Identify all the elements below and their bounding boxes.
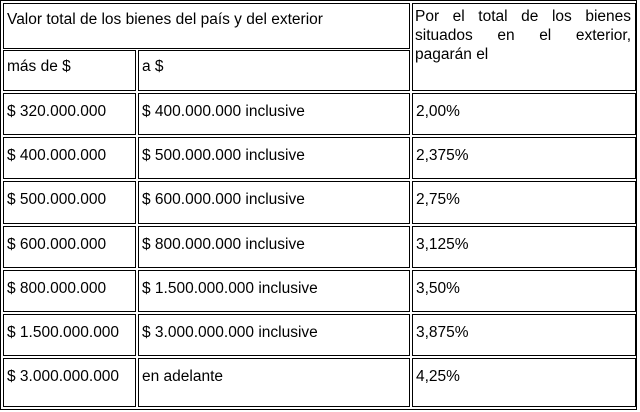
table-row-to: $ 400.000.000 inclusive [138, 93, 410, 135]
table-row-rate: 4,25% [412, 358, 636, 407]
rate-value: 2,375% [416, 147, 469, 164]
from-value: $ 500.000.000 [7, 191, 107, 208]
from-value: $ 800.000.000 [7, 280, 107, 297]
from-value: $ 600.000.000 [7, 236, 107, 253]
from-header: más de $ [7, 58, 71, 75]
table-row-rate: 2,00% [412, 93, 636, 135]
table-row-rate: 2,375% [412, 137, 636, 179]
from-value: $ 320.000.000 [7, 103, 107, 120]
from-value: $ 400.000.000 [7, 147, 107, 164]
total-value-header: Valor total de los bienes del país y del… [7, 11, 323, 28]
table-row-to: $ 1.500.000.000 inclusive [138, 270, 410, 312]
rate-header: Por el total de los bienes situados en e… [415, 8, 631, 63]
table-row-from: $ 800.000.000 [3, 270, 136, 312]
from-value: $ 3.000.000.000 [7, 368, 120, 385]
to-value: $ 3.000.000.000 inclusive [142, 324, 318, 341]
rate-value: 2,75% [416, 191, 460, 208]
total-value-header-cell: Valor total de los bienes del país y del… [3, 3, 410, 49]
from-header-cell: más de $ [3, 50, 136, 91]
table-row-rate: 2,75% [412, 181, 636, 224]
rate-value: 4,25% [416, 368, 460, 385]
rate-value: 2,00% [416, 103, 460, 120]
rate-header-cell: Por el total de los bienes situados en e… [412, 3, 636, 91]
table-row-rate: 3,875% [412, 314, 636, 356]
to-value: $ 600.000.000 inclusive [142, 191, 305, 208]
to-header-cell: a $ [138, 50, 410, 91]
to-value: $ 1.500.000.000 inclusive [142, 280, 318, 297]
table-row-to: $ 600.000.000 inclusive [138, 181, 410, 224]
table-row-from: $ 3.000.000.000 [3, 358, 136, 407]
to-header: a $ [142, 58, 164, 75]
rate-value: 3,50% [416, 280, 460, 297]
table-row-to: $ 800.000.000 inclusive [138, 226, 410, 268]
table-row-to: $ 500.000.000 inclusive [138, 137, 410, 179]
rate-value: 3,125% [416, 236, 469, 253]
to-value: $ 400.000.000 inclusive [142, 103, 305, 120]
table-row-rate: 3,125% [412, 226, 636, 268]
rate-value: 3,875% [416, 324, 469, 341]
table-row-from: $ 320.000.000 [3, 93, 136, 135]
table-row-rate: 3,50% [412, 270, 636, 312]
table-row-from: $ 400.000.000 [3, 137, 136, 179]
table-row-from: $ 500.000.000 [3, 181, 136, 224]
table-row-to: en adelante [138, 358, 410, 407]
to-value: en adelante [142, 368, 224, 385]
table-row-to: $ 3.000.000.000 inclusive [138, 314, 410, 356]
from-value: $ 1.500.000.000 [7, 324, 120, 341]
table-row-from: $ 600.000.000 [3, 226, 136, 268]
to-value: $ 500.000.000 inclusive [142, 147, 305, 164]
table-row-from: $ 1.500.000.000 [3, 314, 136, 356]
to-value: $ 800.000.000 inclusive [142, 236, 305, 253]
